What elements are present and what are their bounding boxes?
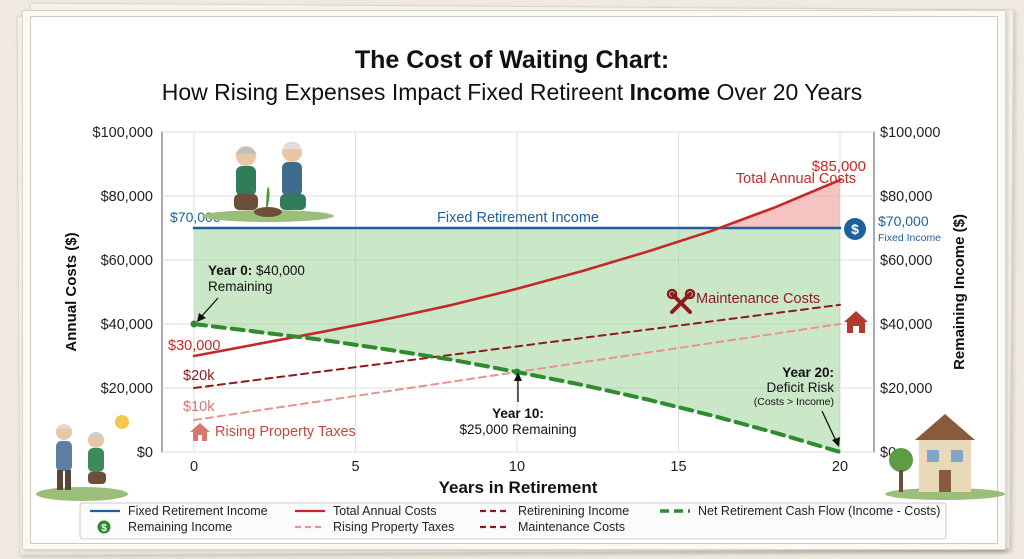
year10-arrow bbox=[514, 372, 522, 402]
y-tick-label-left: $60,000 bbox=[101, 253, 153, 269]
year10-annotation: Year 10: bbox=[492, 406, 544, 421]
y-tick-label-left: $100,000 bbox=[93, 125, 153, 141]
dollar-icon: $ bbox=[844, 218, 866, 240]
y-tick-labels-left: $0 $20,000 $40,000 $60,000 $80,000 $100,000 bbox=[93, 125, 153, 461]
remaining-income-area bbox=[194, 228, 840, 452]
year20-annotation-line3: (Costs > Income) bbox=[754, 396, 834, 408]
legend-item-label: Net Retirement Cash Flow (Income - Costs… bbox=[698, 504, 940, 518]
x-tick-label: 5 bbox=[351, 459, 359, 475]
y-tick-label-left: $0 bbox=[137, 445, 153, 461]
series-lines bbox=[190, 178, 842, 454]
x-axis-label: Years in Retirement bbox=[439, 478, 598, 497]
income-right-value: $70,000 bbox=[878, 213, 929, 229]
legend-dollar-glyph: $ bbox=[101, 523, 107, 534]
x-tick-label: 15 bbox=[670, 459, 686, 475]
income-right-sub: Fixed Income bbox=[878, 232, 941, 244]
income-left-value: $70,000 bbox=[170, 209, 221, 225]
y-axis-label-left: Annual Costs ($) bbox=[63, 232, 80, 351]
tax-line-label: Rising Property Taxes bbox=[215, 424, 356, 440]
deficit-area bbox=[719, 180, 840, 228]
x-tick-labels: 0 5 10 15 20 bbox=[190, 459, 848, 475]
sun-icon bbox=[115, 415, 129, 429]
y-tick-label-right: $80,000 bbox=[880, 189, 932, 205]
income-line-label: Fixed Retirement Income bbox=[437, 210, 599, 226]
year0-arrow bbox=[197, 297, 219, 322]
costs-line bbox=[192, 178, 842, 358]
costs-end-value: $85,000 bbox=[812, 158, 866, 175]
legend-item-label: Total Annual Costs bbox=[333, 504, 437, 518]
legend-item-label: Retirenining Income bbox=[518, 504, 629, 518]
y-tick-labels-right: $0$20,000$40,000$60,000$80,000$100,000 bbox=[880, 125, 940, 461]
costs-start-value: $30,000 bbox=[168, 338, 220, 354]
house-icon bbox=[190, 423, 210, 441]
costs-line-label: Total Annual Costs bbox=[736, 171, 856, 187]
x-tick-label: 0 bbox=[190, 459, 198, 475]
svg-text:$: $ bbox=[851, 221, 859, 237]
couple-walking-illustration bbox=[36, 415, 129, 501]
year10-annotation-line2: $25,000 Remaining bbox=[459, 422, 576, 437]
maintenance-label: Maintenance Costs bbox=[696, 291, 820, 307]
house-icon bbox=[844, 311, 868, 333]
net-point-year0 bbox=[190, 320, 198, 328]
legend-item-label: Remaining Income bbox=[128, 520, 232, 534]
chart-title: The Cost of Waiting Chart: bbox=[355, 46, 669, 74]
legend-item-label: Rising Property Taxes bbox=[333, 520, 454, 534]
y-tick-label-left: $40,000 bbox=[101, 317, 153, 333]
legend: Fixed Retirement Income Total Annual Cost… bbox=[90, 504, 940, 534]
wrench-icon bbox=[666, 288, 696, 314]
tax-start-value: $10k bbox=[183, 399, 215, 415]
y-tick-label-right: $100,000 bbox=[880, 125, 940, 141]
legend-item-label: Fixed Retirement Income bbox=[128, 504, 268, 518]
y-tick-label-left: $20,000 bbox=[101, 381, 153, 397]
chart-subtitle: How Rising Expenses Impact Fixed Retiree… bbox=[162, 79, 863, 105]
year0-annotation: Year 0: $40,000 bbox=[208, 263, 305, 278]
area-fills bbox=[194, 180, 840, 452]
year0-annotation-line2: Remaining bbox=[208, 279, 273, 294]
year20-annotation-line2: Deficit Risk bbox=[766, 380, 834, 395]
maintenance-line bbox=[193, 303, 841, 389]
y-tick-label-right: $20,000 bbox=[880, 381, 932, 397]
gardening-couple-illustration bbox=[202, 142, 334, 222]
y-tick-label-right: $40,000 bbox=[880, 317, 932, 333]
y-tick-label-left: $80,000 bbox=[101, 189, 153, 205]
house-illustration bbox=[885, 414, 1005, 500]
year20-arrow bbox=[821, 410, 840, 447]
legend-item-label: Maintenance Costs bbox=[518, 520, 625, 534]
x-tick-label: 20 bbox=[832, 459, 848, 475]
y-tick-label-right: $60,000 bbox=[880, 253, 932, 269]
maintenance-start-value: $20k bbox=[183, 368, 215, 384]
legend-dollar-icon bbox=[97, 520, 111, 534]
y-axis-label-right: Remaining Income ($) bbox=[951, 214, 968, 370]
x-tick-label: 10 bbox=[509, 459, 525, 475]
year20-annotation: Year 20: bbox=[782, 365, 834, 380]
